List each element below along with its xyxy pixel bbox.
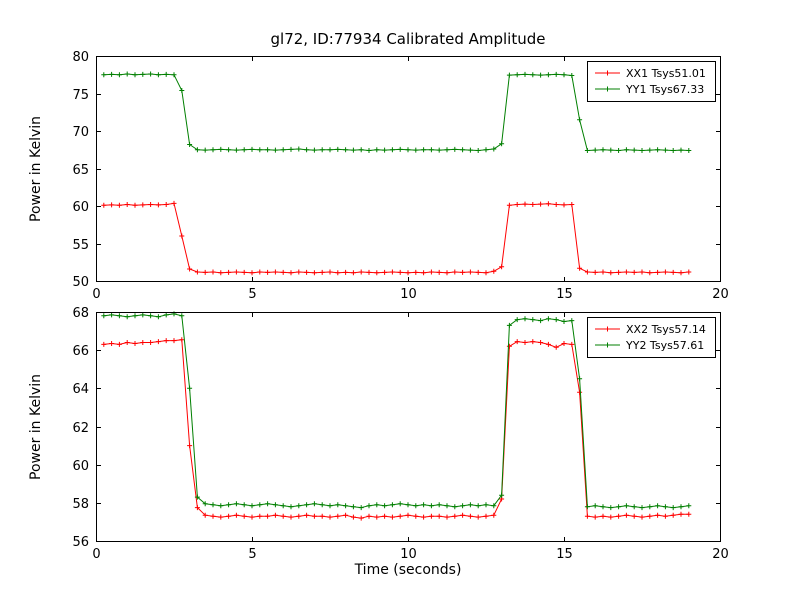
series-markers-YY1: [101, 71, 692, 153]
legend-box: [587, 317, 716, 358]
y-tick-label: 58: [72, 497, 89, 512]
x-tick-label: 20: [712, 547, 729, 562]
legend-label-YY1: YY1 Tsys67.33: [625, 83, 704, 96]
y-tick-label: 55: [72, 238, 89, 253]
legend-label-XX2: XX2 Tsys57.14: [626, 323, 706, 336]
x-tick-label: 0: [92, 287, 100, 302]
series-markers-XX2: [101, 337, 692, 521]
legend-box: [587, 61, 716, 102]
y-tick-label: 56: [72, 535, 89, 550]
y-tick-label: 60: [72, 200, 89, 215]
legend-sample-marker: [605, 326, 610, 332]
y-tick-label: 70: [72, 125, 89, 140]
y-tick-label: 80: [72, 50, 89, 65]
x-tick-label: 5: [248, 287, 256, 302]
x-tick-label: 10: [400, 547, 417, 562]
series-markers-YY2: [101, 311, 692, 511]
series-markers-XX1: [101, 200, 692, 276]
x-tick-label: 15: [556, 287, 573, 302]
legend-label-YY2: YY2 Tsys57.61: [625, 339, 704, 352]
series-line-XX2: [103, 339, 689, 519]
subplot-2: 0 5 10 15 20 56 58 60 62 64 66 68 XX2 Tsys57.14 YY2 T…: [72, 306, 728, 562]
y-tick-label: 60: [72, 459, 89, 474]
x-tick-label: 0: [92, 547, 100, 562]
x-axis-label: Time (seconds): [354, 562, 462, 578]
y-tick-label: 65: [72, 163, 89, 178]
legend-sample-marker: [605, 342, 610, 348]
axes-frame: [96, 312, 721, 542]
legend-label-XX1: XX1 Tsys51.01: [626, 67, 706, 80]
x-tick-label: 15: [556, 547, 573, 562]
legend-sample-marker: [605, 70, 610, 76]
y-tick-label: 66: [72, 344, 89, 359]
x-tick-label: 5: [248, 547, 256, 562]
y-tick-label: 50: [72, 275, 89, 290]
series-line-YY2: [103, 313, 689, 509]
legend-sample-marker: [605, 86, 610, 92]
y-tick-label: 64: [72, 382, 89, 397]
series-line-YY1: [103, 73, 689, 152]
x-tick-label: 10: [400, 287, 417, 302]
x-tick-label: 20: [712, 287, 729, 302]
y-tick-label: 62: [72, 421, 89, 436]
series-line-XX1: [103, 202, 689, 274]
figure-title: gl72, ID:77934 Calibrated Amplitude: [270, 30, 546, 48]
y-tick-label: 75: [72, 88, 89, 103]
subplot-1: 0 5 10 15 20 50 55 60 65 70 75 80 XX1 Tsys51.01 YY1 T…: [72, 50, 728, 302]
axes-frame: [96, 56, 721, 282]
y-tick-label: 68: [72, 306, 89, 321]
